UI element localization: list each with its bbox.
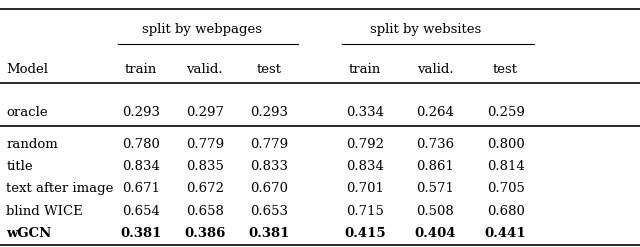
Text: split by websites: split by websites	[370, 23, 481, 36]
Text: 0.259: 0.259	[486, 106, 525, 119]
Text: 0.814: 0.814	[487, 160, 524, 173]
Text: 0.653: 0.653	[250, 205, 288, 218]
Text: oracle: oracle	[6, 106, 48, 119]
Text: 0.293: 0.293	[122, 106, 160, 119]
Text: 0.800: 0.800	[487, 138, 524, 151]
Text: 0.671: 0.671	[122, 183, 160, 195]
Text: 0.705: 0.705	[486, 183, 525, 195]
Text: 0.441: 0.441	[484, 227, 527, 240]
Text: 0.381: 0.381	[248, 227, 289, 240]
Text: test: test	[256, 63, 282, 76]
Text: 0.834: 0.834	[122, 160, 160, 173]
Text: 0.701: 0.701	[346, 183, 384, 195]
Text: 0.334: 0.334	[346, 106, 384, 119]
Text: valid.: valid.	[417, 63, 454, 76]
Text: train: train	[125, 63, 157, 76]
Text: 0.833: 0.833	[250, 160, 288, 173]
Text: blind WICE: blind WICE	[6, 205, 83, 218]
Text: 0.386: 0.386	[184, 227, 225, 240]
Text: random: random	[6, 138, 58, 151]
Text: 0.404: 0.404	[415, 227, 456, 240]
Text: 0.293: 0.293	[250, 106, 288, 119]
Text: text after image: text after image	[6, 183, 114, 195]
Text: 0.715: 0.715	[346, 205, 384, 218]
Text: 0.670: 0.670	[250, 183, 288, 195]
Text: train: train	[349, 63, 381, 76]
Text: 0.571: 0.571	[416, 183, 454, 195]
Text: test: test	[493, 63, 518, 76]
Text: 0.264: 0.264	[416, 106, 454, 119]
Text: 0.381: 0.381	[120, 227, 161, 240]
Text: Model: Model	[6, 63, 49, 76]
Text: title: title	[6, 160, 33, 173]
Text: 0.779: 0.779	[186, 138, 224, 151]
Text: 0.654: 0.654	[122, 205, 160, 218]
Text: wGCN: wGCN	[6, 227, 52, 240]
Text: 0.680: 0.680	[486, 205, 525, 218]
Text: 0.658: 0.658	[186, 205, 224, 218]
Text: 0.835: 0.835	[186, 160, 224, 173]
Text: 0.779: 0.779	[250, 138, 288, 151]
Text: 0.508: 0.508	[417, 205, 454, 218]
Text: split by webpages: split by webpages	[141, 23, 262, 36]
Text: 0.834: 0.834	[346, 160, 384, 173]
Text: 0.672: 0.672	[186, 183, 224, 195]
Text: 0.780: 0.780	[122, 138, 160, 151]
Text: valid.: valid.	[186, 63, 223, 76]
Text: 0.861: 0.861	[416, 160, 454, 173]
Text: 0.297: 0.297	[186, 106, 224, 119]
Text: 0.792: 0.792	[346, 138, 384, 151]
Text: 0.415: 0.415	[344, 227, 386, 240]
Text: 0.736: 0.736	[416, 138, 454, 151]
